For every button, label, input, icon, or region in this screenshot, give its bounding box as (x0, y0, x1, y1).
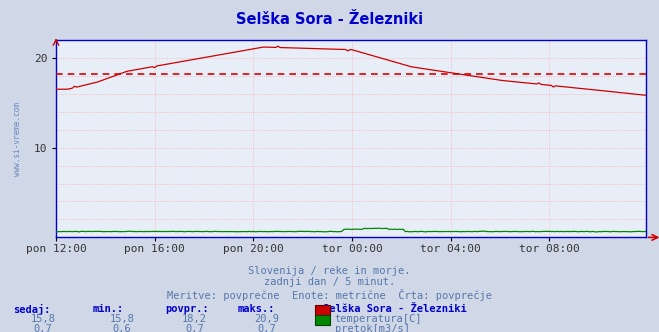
Text: 0,7: 0,7 (258, 324, 276, 332)
Text: 0,6: 0,6 (113, 324, 131, 332)
Text: 15,8: 15,8 (30, 314, 55, 324)
Text: 18,2: 18,2 (182, 314, 207, 324)
Text: pretok[m3/s]: pretok[m3/s] (335, 324, 410, 332)
Text: 15,8: 15,8 (109, 314, 134, 324)
Text: 0,7: 0,7 (185, 324, 204, 332)
Text: sedaj:: sedaj: (13, 304, 51, 315)
Text: temperatura[C]: temperatura[C] (335, 314, 422, 324)
Text: maks.:: maks.: (237, 304, 275, 314)
Text: povpr.:: povpr.: (165, 304, 208, 314)
Text: Selška Sora - Železniki: Selška Sora - Železniki (323, 304, 467, 314)
Text: min.:: min.: (92, 304, 123, 314)
Text: 0,7: 0,7 (34, 324, 52, 332)
Text: www.si-vreme.com: www.si-vreme.com (13, 102, 22, 176)
Text: Selška Sora - Železniki: Selška Sora - Železniki (236, 12, 423, 27)
Text: Meritve: povprečne  Enote: metrične  Črta: povprečje: Meritve: povprečne Enote: metrične Črta:… (167, 289, 492, 301)
Text: 20,9: 20,9 (254, 314, 279, 324)
Text: Slovenija / reke in morje.: Slovenija / reke in morje. (248, 266, 411, 276)
Text: zadnji dan / 5 minut.: zadnji dan / 5 minut. (264, 277, 395, 287)
